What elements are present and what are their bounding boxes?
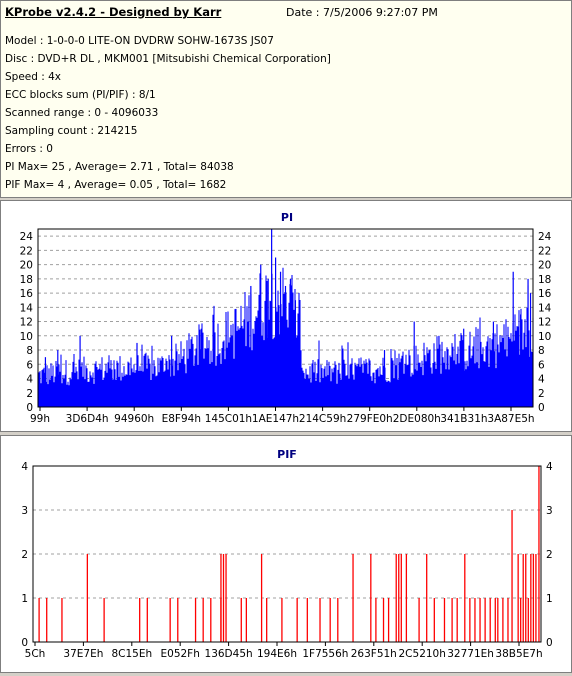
y-tick-label-left: 14 bbox=[20, 302, 34, 314]
pif-chart-panel: PIF 0 0 1 1 2 2 3 3 4 4 5Ch 37E7Eh 8C15Eh E052Fh 136D4… bbox=[0, 435, 572, 673]
y-tick-label-right: 6 bbox=[538, 359, 545, 371]
x-tick-label: E052Fh bbox=[161, 648, 200, 660]
pi-summary: PI Max= 25 , Average= 2.71 , Total= 8403… bbox=[5, 161, 234, 173]
x-tick-label: 1F7556h bbox=[302, 648, 348, 660]
x-tick-label: 32771Eh bbox=[447, 648, 494, 660]
y-tick-label-left: 4 bbox=[26, 374, 33, 386]
x-tick-label: 37E7Eh bbox=[63, 648, 103, 660]
x-tick-label: 8C15Eh bbox=[111, 648, 152, 660]
pi-plot-frame bbox=[37, 228, 534, 408]
y-tick-label-right: 4 bbox=[546, 461, 553, 473]
x-tick-label: 99h bbox=[30, 413, 50, 425]
drive-model: Model : 1-0-0-0 LITE-ON DVDRW SOHW-1673S… bbox=[5, 35, 274, 47]
x-tick-label: 263F51h bbox=[351, 648, 397, 660]
x-tick-label: 38B5E7h bbox=[495, 648, 542, 660]
x-tick-label: 2C5210h bbox=[399, 648, 446, 660]
y-tick-label-right: 14 bbox=[538, 302, 552, 314]
pi-series bbox=[37, 229, 534, 407]
pif-chart: PIF 0 0 1 1 2 2 3 3 4 4 5Ch 37E7Eh 8C15Eh E052Fh 136D4… bbox=[21, 448, 553, 660]
y-tick-label-right: 2 bbox=[546, 549, 553, 561]
x-tick-label: 94960h bbox=[114, 413, 154, 425]
y-tick-label-left: 1 bbox=[21, 593, 28, 605]
scan-speed: Speed : 4x bbox=[5, 71, 62, 83]
x-tick-label: 1AE147h bbox=[252, 413, 299, 425]
y-tick-label-left: 2 bbox=[26, 388, 33, 400]
y-tick-label-right: 18 bbox=[538, 274, 551, 286]
y-tick-label-right: 10 bbox=[538, 331, 551, 343]
scanned-range: Scanned range : 0 - 4096033 bbox=[5, 107, 159, 119]
ecc-blocks: ECC blocks sum (PI/PIF) : 8/1 bbox=[5, 89, 156, 101]
x-tick-label: E8F94h bbox=[162, 413, 201, 425]
y-tick-label-left: 24 bbox=[20, 231, 34, 243]
y-tick-label-right: 20 bbox=[538, 260, 551, 272]
x-tick-label: 136D45h bbox=[205, 648, 253, 660]
y-tick-label-right: 24 bbox=[538, 231, 552, 243]
sampling-count: Sampling count : 214215 bbox=[5, 125, 138, 137]
y-tick-label-right: 8 bbox=[538, 345, 545, 357]
info-panel: KProbe v2.4.2 - Designed by Karr Date : … bbox=[0, 0, 572, 198]
y-tick-label-left: 2 bbox=[21, 549, 28, 561]
pif-series bbox=[38, 466, 540, 642]
y-tick-label-right: 12 bbox=[538, 317, 551, 329]
y-tick-label-left: 0 bbox=[26, 402, 33, 414]
x-tick-label: 145C01h bbox=[205, 413, 252, 425]
y-tick-label-left: 22 bbox=[20, 245, 33, 257]
y-tick-label-right: 16 bbox=[538, 288, 552, 300]
y-tick-label-left: 20 bbox=[20, 260, 33, 272]
y-tick-label-right: 4 bbox=[538, 374, 545, 386]
y-tick-label-left: 3 bbox=[21, 505, 28, 517]
x-tick-label: 279FE0h bbox=[347, 413, 393, 425]
x-tick-label: 3A87E5h bbox=[487, 413, 534, 425]
y-tick-label-left: 16 bbox=[20, 288, 34, 300]
app-title: KProbe v2.4.2 - Designed by Karr bbox=[5, 5, 222, 19]
scan-date: Date : 7/5/2006 9:27:07 PM bbox=[286, 6, 438, 19]
y-tick-label-left: 6 bbox=[26, 359, 33, 371]
x-tick-label: 341B31h bbox=[440, 413, 487, 425]
disc-info: Disc : DVD+R DL , MKM001 [Mitsubishi Che… bbox=[5, 53, 331, 65]
y-tick-label-right: 1 bbox=[546, 593, 553, 605]
y-tick-label-right: 0 bbox=[546, 637, 553, 649]
y-tick-label-left: 10 bbox=[20, 331, 33, 343]
x-tick-label: 194E6h bbox=[257, 648, 297, 660]
x-tick-label: 2DE080h bbox=[393, 413, 441, 425]
y-tick-label-right: 3 bbox=[546, 505, 553, 517]
x-tick-label: 214C59h bbox=[299, 413, 346, 425]
pif-summary: PIF Max= 4 , Average= 0.05 , Total= 1682 bbox=[5, 179, 227, 191]
y-tick-label-right: 22 bbox=[538, 245, 551, 257]
y-tick-label-left: 18 bbox=[20, 274, 33, 286]
error-count: Errors : 0 bbox=[5, 143, 53, 155]
y-tick-label-right: 0 bbox=[538, 402, 545, 414]
pif-plot-frame bbox=[32, 465, 542, 643]
y-tick-label-left: 4 bbox=[21, 461, 28, 473]
pif-chart-title: PIF bbox=[277, 448, 297, 461]
y-tick-label-left: 8 bbox=[26, 345, 33, 357]
pi-chart-panel: PI 0 0 2 2 4 4 6 6 8 8 10 10 12 12 14 14 16 16 18 18 20 20 22 2… bbox=[0, 200, 572, 432]
y-tick-label-left: 0 bbox=[21, 637, 28, 649]
y-tick-label-left: 12 bbox=[20, 317, 33, 329]
y-tick-label-right: 2 bbox=[538, 388, 545, 400]
x-tick-label: 3D6D4h bbox=[66, 413, 109, 425]
x-tick-label: 5Ch bbox=[25, 648, 46, 660]
pi-chart-title: PI bbox=[281, 211, 293, 224]
